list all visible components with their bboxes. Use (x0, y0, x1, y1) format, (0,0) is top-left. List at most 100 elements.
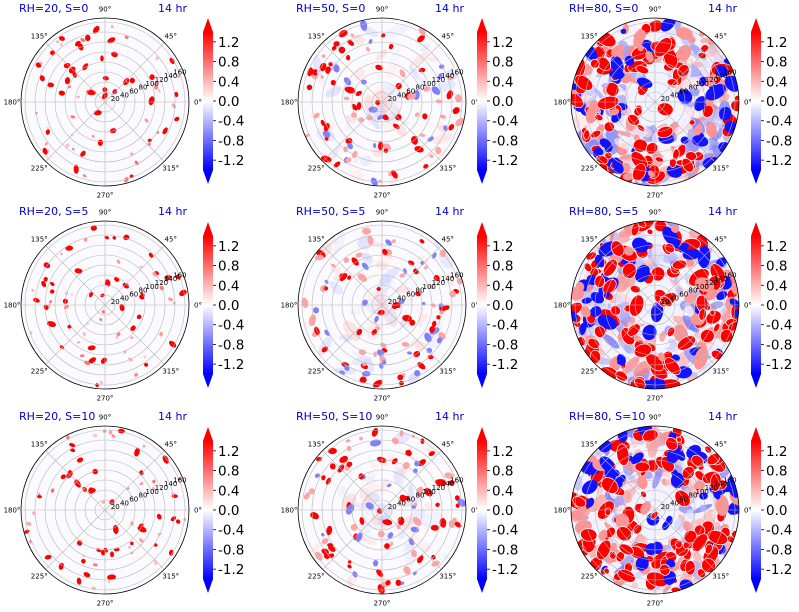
field-cell (109, 499, 115, 505)
field-cell (427, 136, 434, 142)
field-cell (359, 436, 363, 441)
radial-tick-label: 60 (129, 291, 138, 299)
angular-tick-label: 270° (374, 395, 391, 403)
field-cell (338, 29, 348, 38)
field-cell (74, 479, 81, 488)
colorbar-tick-label: 0.0 (492, 503, 513, 519)
field-cell (154, 270, 160, 275)
field-cell (356, 102, 362, 110)
field-cell (610, 240, 625, 257)
colorbar-tick-label: -0.4 (492, 523, 518, 539)
field-cell (715, 495, 729, 517)
angular-tick-label: 225° (31, 572, 48, 580)
field-cell (681, 157, 694, 173)
radial-tick-label: 120 (155, 76, 168, 84)
grid-spoke (322, 245, 383, 306)
field-wash (331, 338, 345, 356)
panel-rh-20-s-5: 0°45°90°135°180°225°270°315°20 40 60 801001… (4, 205, 202, 403)
radial-tick-label: 60 (679, 88, 688, 96)
grid-spoke (381, 304, 442, 365)
field-cell (596, 539, 612, 561)
field-cell (387, 532, 394, 539)
field-cell (153, 559, 158, 566)
colorbar-body (477, 236, 487, 374)
colorbar-tick-label: -1.2 (218, 562, 244, 578)
field-cell (645, 51, 654, 63)
field-cell (55, 40, 60, 43)
field-wash (380, 547, 395, 561)
field-cell (142, 444, 146, 448)
field-cell (351, 103, 358, 111)
field-cell (447, 75, 454, 81)
angular-tick-label: 180° (554, 302, 571, 310)
angular-tick-label: 315° (712, 572, 729, 580)
radial-tick-label: 140 (164, 480, 177, 488)
angular-tick-label: 45° (442, 441, 454, 449)
field-wash (656, 29, 679, 42)
field-cell (344, 86, 356, 94)
field-cell (376, 569, 384, 577)
field-cell (700, 328, 715, 344)
panel-time-label: 14 hr (708, 205, 737, 218)
field-cell (423, 86, 430, 92)
polar-frame (20, 220, 190, 390)
field-cell (428, 451, 435, 457)
field-cell (399, 273, 406, 278)
field-wash (397, 531, 406, 540)
colorbar-tick-label: 0.4 (766, 74, 787, 90)
field-cell (357, 273, 368, 282)
field-cell (590, 129, 602, 139)
colorbar-tick-label: -0.4 (492, 318, 518, 334)
colorbar-tick-label: 0.4 (218, 483, 239, 499)
field-cell (346, 54, 351, 61)
colorbar-tick-label: 0.8 (766, 464, 787, 480)
field-cell (76, 457, 84, 463)
field-cell (571, 510, 582, 520)
radial-tick-label: 80 (415, 84, 424, 92)
angular-tick-label: 270° (97, 192, 114, 200)
field-cell (43, 276, 48, 282)
field-cell (709, 309, 716, 316)
field-cell (420, 261, 425, 266)
field-cell (635, 65, 649, 75)
colorbar-body (203, 441, 213, 579)
radial-tick-label: 40 (670, 91, 679, 99)
colorbar-extend-min (751, 374, 761, 388)
field-cell (590, 58, 600, 69)
panel-title: RH=50, S=5 (296, 205, 365, 218)
field-cell (677, 64, 690, 78)
field-cell (345, 439, 351, 443)
radial-tick-label: 160 (450, 68, 463, 76)
radial-tick-label: 140 (714, 275, 727, 283)
field-cell (685, 258, 694, 268)
grid-spoke (381, 450, 442, 511)
field-cell (137, 525, 147, 533)
radial-tick-label: 100 (696, 80, 709, 88)
field-cell (92, 468, 99, 475)
field-cell (578, 322, 587, 336)
field-cell (574, 74, 594, 91)
field-cell (602, 279, 617, 295)
field-cell (100, 549, 106, 556)
angular-tick-label: 90° (99, 209, 111, 217)
field-cell (333, 161, 341, 168)
field-wash (682, 315, 700, 333)
field-wash (699, 59, 712, 69)
field-cell (76, 95, 80, 99)
field-cell (92, 25, 100, 34)
radial-tick-label: 120 (155, 279, 168, 287)
colorbar-extend-min (477, 170, 487, 184)
field-cell (105, 279, 111, 287)
grid-spoke (381, 245, 442, 306)
angular-tick-label: 45° (442, 236, 454, 244)
radial-tick-label: 100 (146, 488, 159, 496)
field-wash (408, 508, 426, 524)
radial-tick-label: 120 (705, 279, 718, 287)
angular-tick-label: 45° (715, 236, 727, 244)
colorbar-tick-label: -1.2 (492, 153, 518, 169)
polar-frame (20, 17, 190, 187)
angular-tick-label: 0° (194, 302, 202, 310)
colorbar-extend-max (203, 427, 213, 441)
field-wash (359, 487, 373, 505)
field-cell (580, 528, 598, 542)
